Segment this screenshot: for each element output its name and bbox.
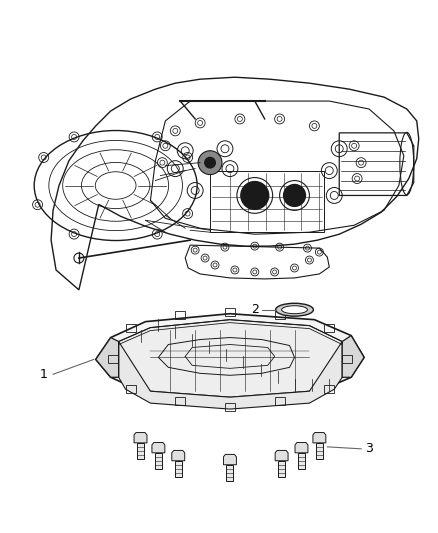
Circle shape — [283, 184, 305, 206]
Polygon shape — [119, 342, 342, 409]
Ellipse shape — [276, 303, 314, 316]
Circle shape — [198, 151, 222, 175]
Polygon shape — [316, 443, 323, 459]
Polygon shape — [96, 337, 119, 377]
Polygon shape — [152, 442, 165, 453]
Bar — [225, 403, 235, 411]
Bar — [324, 324, 334, 332]
Polygon shape — [295, 442, 308, 453]
Bar — [108, 356, 118, 364]
Polygon shape — [275, 450, 288, 461]
Ellipse shape — [282, 306, 307, 314]
Bar — [324, 385, 334, 393]
Text: 3: 3 — [365, 442, 373, 455]
Polygon shape — [134, 433, 147, 443]
Bar — [175, 311, 185, 319]
Polygon shape — [175, 461, 182, 477]
Polygon shape — [223, 455, 237, 465]
Polygon shape — [155, 453, 162, 469]
Circle shape — [204, 157, 216, 168]
Bar — [275, 397, 285, 405]
Polygon shape — [342, 336, 364, 377]
Polygon shape — [298, 453, 305, 469]
Polygon shape — [278, 461, 285, 477]
Bar — [126, 385, 135, 393]
Text: 2: 2 — [251, 303, 259, 316]
Text: 1: 1 — [39, 368, 47, 381]
Polygon shape — [96, 314, 364, 399]
Polygon shape — [226, 465, 233, 481]
Bar — [225, 308, 235, 316]
Bar — [175, 397, 185, 405]
Polygon shape — [137, 443, 144, 459]
Bar — [126, 324, 135, 332]
Bar — [342, 356, 352, 364]
Polygon shape — [106, 320, 355, 397]
Polygon shape — [313, 433, 326, 443]
Bar — [275, 311, 285, 319]
Circle shape — [241, 182, 268, 209]
Polygon shape — [172, 450, 185, 461]
